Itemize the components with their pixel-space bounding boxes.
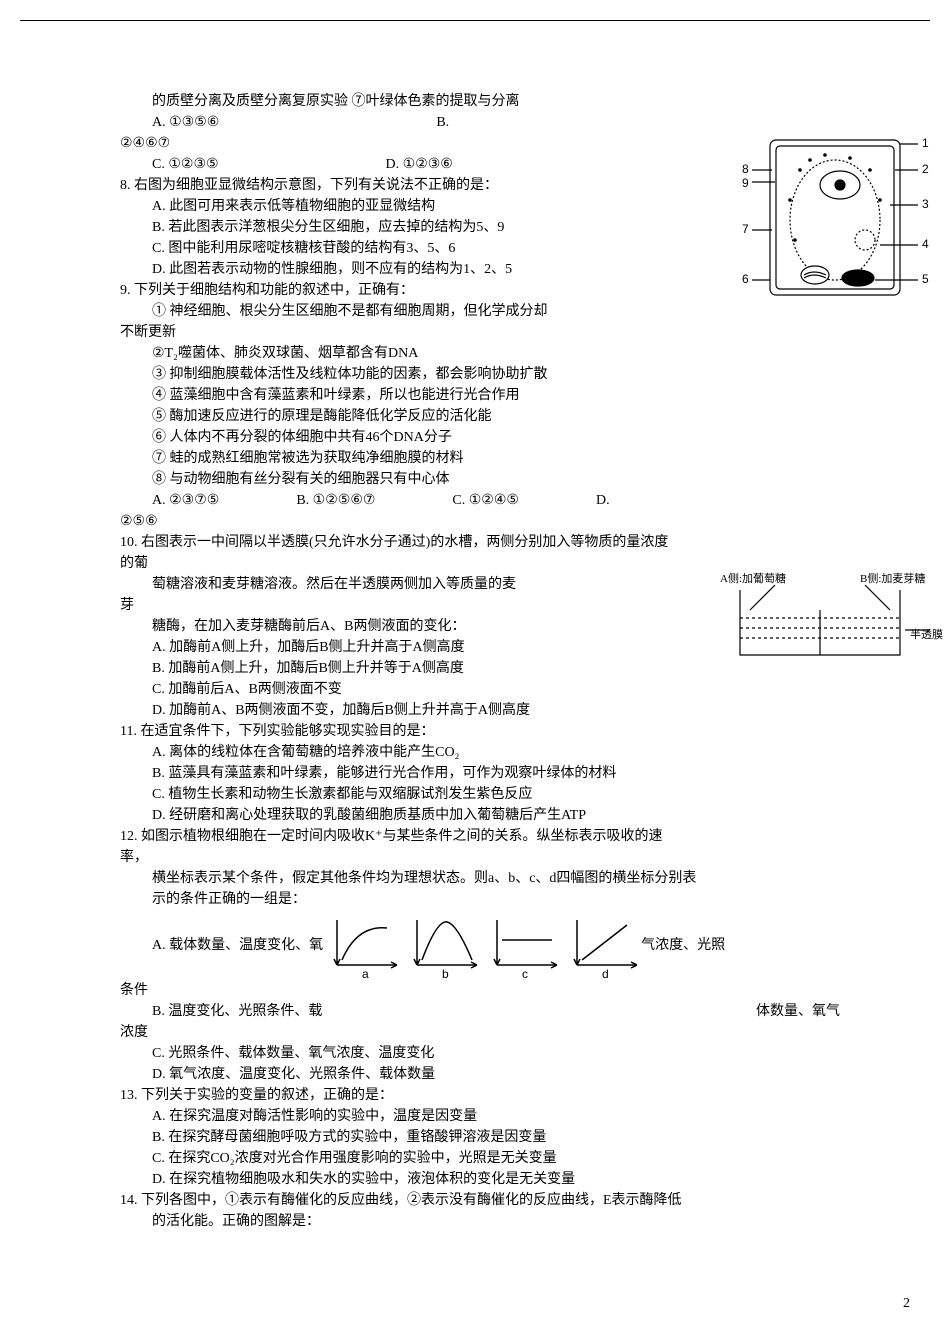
q7-line1: 的质壁分离及质壁分离复原实验 ⑦叶绿体色素的提取与分离 — [120, 91, 840, 112]
q9-s1: ① 神经细胞、根尖分生区细胞不是都有细胞周期，但化学成分却 — [120, 301, 840, 322]
q12-lbl-a: a — [362, 967, 369, 980]
q7-a-txt: A. ①③⑤⑥ — [152, 115, 219, 130]
q11-c: C. 植物生长素和动物生长激素都能与双缩脲试剂发生紫色反应 — [120, 784, 840, 805]
q12-b-right: 体数量、氧气 — [756, 1001, 840, 1022]
q8-b: B. 若此图表示洋葱根尖分生区细胞，应去掉的结构为5、9 — [120, 217, 840, 238]
q10-c: C. 加酶前后A、B两侧液面不变 — [120, 679, 840, 700]
q12-stem2: 横坐标表示某个条件，假定其他条件均为理想状态。则a、b、c、d四幅图的横坐标分别… — [120, 868, 840, 889]
q8-lbl-8: 8 — [742, 162, 749, 176]
q9-s8: ⑧ 与动物细胞有丝分裂有关的细胞器只有中心体 — [120, 469, 840, 490]
q9-opts: A. ②③⑦⑤ B. ①②⑤⑥⑦ C. ①②④⑤ D. — [120, 490, 840, 511]
q13-c: C. 在探究CO₂浓度对光合作用强度影响的实验中，光照是无关变量 — [120, 1148, 840, 1169]
q11-b: B. 蓝藻具有藻蓝素和叶绿素，能够进行光合作用，可作为观察叶绿体的材料 — [120, 763, 840, 784]
q8-lbl-4: 4 — [922, 237, 929, 251]
q10-lbl-membrane: 半透膜 — [910, 627, 943, 641]
q10-stem1: 10. 右图表示一中间隔以半透膜(只允许水分子通过)的水槽，两侧分别加入等物质的… — [120, 532, 840, 553]
q8-lbl-5: 5 — [922, 272, 929, 286]
q12-c: C. 光照条件、载体数量、氧气浓度、温度变化 — [120, 1043, 840, 1064]
q9-s6: ⑥ 人体内不再分裂的体细胞中共有46个DNA分子 — [120, 427, 840, 448]
q13-stem: 13. 下列关于实验的变量的叙述，正确的是： — [120, 1085, 840, 1106]
q9-stem: 9. 下列关于细胞结构和功能的叙述中，正确有： — [120, 280, 840, 301]
q9-s7: ⑦ 蛙的成熟红细胞常被选为获取纯净细胞膜的材料 — [120, 448, 840, 469]
q12-row-b: B. 温度变化、光照条件、载 体数量、氧气 — [120, 1001, 840, 1022]
q8-a: A. 此图可用来表示低等植物细胞的亚显微结构 — [120, 196, 840, 217]
q12-lbl-b: b — [442, 967, 449, 980]
q8-lbl-3: 3 — [922, 197, 929, 211]
q7-d-txt: D. ①②③⑥ — [386, 157, 453, 172]
q9-a-txt: A. ②③⑦⑤ — [152, 493, 219, 508]
q9-s1b: 不断更新 — [120, 322, 840, 343]
q9-b-txt: B. ①②⑤⑥⑦ — [296, 493, 375, 508]
q13-a: A. 在探究温度对酶活性影响的实验中，温度是因变量 — [120, 1106, 840, 1127]
q9-d-txt: D. — [596, 493, 610, 508]
q12-stem3: 示的条件正确的一组是： — [120, 889, 840, 910]
q8-lbl-6: 6 — [742, 272, 749, 286]
q7-c-txt: C. ①②③⑤ — [152, 157, 219, 172]
q14-stem2: 的活化能。正确的图解是： — [120, 1211, 840, 1232]
q9-s2: ②T₂噬菌体、肺炎双球菌、烟草都含有DNA — [120, 343, 840, 364]
q12-a-end: 条件 — [120, 980, 840, 1001]
q13-b: B. 在探究酵母菌细胞呼吸方式的实验中，重铬酸钾溶液是因变量 — [120, 1127, 840, 1148]
q10-lbl-left: A侧:加葡萄糖 — [720, 571, 786, 585]
q9-s3: ③ 抑制细胞膜载体活性及线粒体功能的因素，都会影响协助扩散 — [120, 364, 840, 385]
q12-stem1b: 率， — [120, 847, 840, 868]
q14-stem: 14. 下列各图中，①表示有酶催化的反应曲线，②表示没有酶催化的反应曲线，E表示… — [120, 1190, 840, 1211]
q12-b-left: B. 温度变化、光照条件、载 — [120, 1001, 322, 1022]
q10-d: D. 加酶前A、B两侧液面不变，加酶后B侧上升并高于A侧高度 — [120, 700, 840, 721]
page-number: 2 — [903, 1293, 910, 1314]
q12-panels-icon: a b c d — [327, 910, 637, 980]
q11-a: A. 离体的线粒体在含葡萄糖的培养液中能产生CO₂ — [120, 742, 840, 763]
q9-d2: ②⑤⑥ — [120, 511, 840, 532]
q12-a-right: 气浓度、光照 — [641, 935, 725, 956]
q11-d: D. 经研磨和离心处理获取的乳酸菌细胞质基质中加入葡萄糖后产生ATP — [120, 805, 840, 826]
q8-lbl-7: 7 — [742, 222, 749, 236]
q8-c: C. 图中能利用尿嘧啶核糖核苷酸的结构有3、5、6 — [120, 238, 840, 259]
q12-lbl-c: c — [522, 967, 528, 980]
q9-s5: ⑤ 酶加速反应进行的原理是酶能降低化学反应的活化能 — [120, 406, 840, 427]
q8-cell-diagram-icon: 1 2 3 4 5 6 7 8 9 — [740, 130, 930, 310]
q7-optA: A. ①③⑤⑥ B. — [120, 112, 840, 133]
q12-row-a: A. 载体数量、温度变化、氧 a b c d 气浓度、光照 — [120, 910, 840, 980]
q12-lbl-d: d — [602, 967, 609, 980]
q8-d: D. 此图若表示动物的性腺细胞，则不应有的结构为1、2、5 — [120, 259, 840, 280]
q7-b-txt: B. — [436, 115, 449, 130]
q13-d: D. 在探究植物细胞吸水和失水的实验中，液泡体积的变化是无关变量 — [120, 1169, 840, 1190]
q8-lbl-1: 1 — [922, 136, 929, 150]
q7-cd: C. ①②③⑤ D. ①②③⑥ — [120, 154, 840, 175]
q10-lbl-right: B侧:加麦芽糖 — [860, 571, 925, 585]
q11-stem: 11. 在适宜条件下，下列实验能够实现实验目的是： — [120, 721, 840, 742]
q12-d: D. 氧气浓度、温度变化、光照条件、载体数量 — [120, 1064, 840, 1085]
q8-lbl-2: 2 — [922, 162, 929, 176]
q9-s4: ④ 蓝藻细胞中含有藻蓝素和叶绿素，所以也能进行光合作用 — [120, 385, 840, 406]
q8-stem: 8. 右图为细胞亚显微结构示意图，下列有关说法不正确的是： — [120, 175, 840, 196]
q8-lbl-9: 9 — [742, 176, 749, 190]
q10-tank-diagram-icon: A侧:加葡萄糖 B侧:加麦芽糖 半透膜 — [715, 570, 945, 670]
q12-stem1: 12. 如图示植物根细胞在一定时间内吸收K⁺与某些条件之间的关系。纵坐标表示吸收… — [120, 826, 840, 847]
q12-a-left: A. 载体数量、温度变化、氧 — [120, 935, 323, 956]
top-rule — [20, 20, 930, 21]
q12-b-end: 浓度 — [120, 1022, 840, 1043]
q7-b2: ②④⑥⑦ — [120, 133, 840, 154]
q9-c-txt: C. ①②④⑤ — [452, 493, 519, 508]
